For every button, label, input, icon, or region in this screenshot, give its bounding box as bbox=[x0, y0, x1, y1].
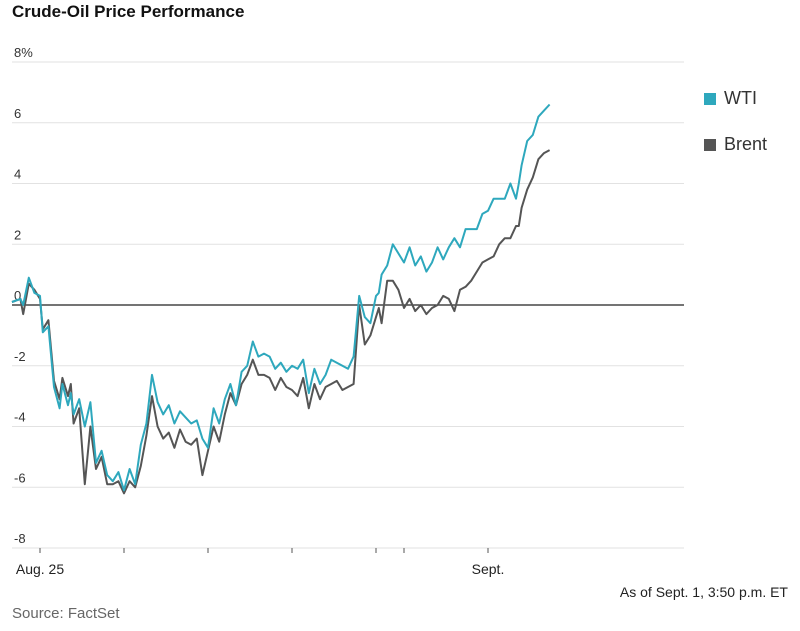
y-tick-label: 2 bbox=[14, 227, 21, 242]
series-line-brent bbox=[11, 149, 551, 495]
legend-label-wti: WTI bbox=[724, 88, 757, 108]
x-axis: Aug. 25 Sept. bbox=[16, 548, 504, 577]
chart-title: Crude-Oil Price Performance bbox=[12, 2, 245, 21]
source-note: Source: FactSet bbox=[12, 605, 120, 622]
series-line-wti bbox=[11, 103, 551, 492]
as-of-note: As of Sept. 1, 3:50 p.m. ET bbox=[619, 584, 788, 600]
y-tick-label: 6 bbox=[14, 106, 21, 121]
y-tick-label: -8 bbox=[14, 531, 26, 546]
legend-swatch-wti bbox=[704, 92, 716, 105]
y-tick-label: -2 bbox=[14, 349, 26, 364]
y-tick-label: 0 bbox=[14, 288, 21, 303]
y-tick-label: -6 bbox=[14, 470, 26, 485]
y-tick-label: -4 bbox=[14, 410, 26, 425]
legend-item-wti: WTI bbox=[704, 88, 794, 109]
x-tick-label: Sept. bbox=[472, 561, 505, 577]
x-tick-label: Aug. 25 bbox=[16, 561, 64, 577]
grid-lines bbox=[12, 61, 684, 549]
y-tick-labels: 8% 6 4 2 0 -2 -4 -6 -8 bbox=[14, 45, 33, 546]
legend-label-brent: Brent bbox=[724, 134, 768, 154]
legend-item-brent: Brent bbox=[704, 134, 794, 155]
series-lines bbox=[11, 103, 551, 495]
y-tick-label: 8% bbox=[14, 45, 33, 60]
y-tick-label: 4 bbox=[14, 167, 21, 182]
legend-swatch-brent bbox=[704, 138, 716, 151]
